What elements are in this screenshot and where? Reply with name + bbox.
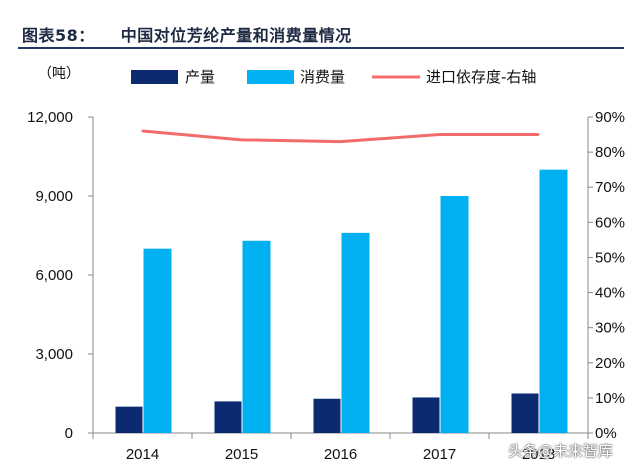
y-unit-label: （吨）: [38, 66, 80, 82]
legend-label-consumption: 消费量: [300, 68, 345, 86]
legend-swatch-production: [131, 70, 178, 84]
consumption-bar: [242, 240, 271, 433]
watermark: 头条@未来智库: [508, 442, 614, 460]
y2-tick-label: 30%: [595, 320, 625, 337]
x-tick-label: 2016: [324, 446, 357, 463]
import-ratio-point: [438, 133, 441, 136]
x-tick-label: 2015: [225, 446, 258, 463]
x-tick-label: 2014: [126, 446, 159, 463]
y2-tick-label: 70%: [595, 179, 625, 196]
consumption-bar: [143, 248, 172, 433]
consumption-bar: [440, 196, 469, 433]
chart-bars: [115, 169, 568, 433]
y-tick-label: 0: [65, 425, 73, 442]
production-bar: [313, 398, 341, 433]
y2-tick-label: 10%: [595, 390, 625, 407]
y2-tick-label: 20%: [595, 355, 625, 372]
legend-label-production: 产量: [185, 68, 215, 86]
production-bar: [115, 406, 143, 433]
y2-tick-label: 80%: [595, 144, 625, 161]
y-tick-label: 12,000: [27, 109, 73, 126]
figure-title-text: 中国对位芳纶产量和消费量情况: [120, 26, 352, 45]
consumption-bar: [539, 169, 568, 433]
y-tick-label: 9,000: [35, 188, 73, 205]
consumption-bar: [341, 232, 370, 433]
legend-swatch-consumption: [247, 70, 294, 84]
y-tick-label: 3,000: [35, 346, 73, 363]
chart-legend: 产量 消费量 进口依存度-右轴: [131, 68, 536, 86]
chart-lines: [141, 129, 540, 144]
y2-tick-label: 60%: [595, 214, 625, 231]
production-bar: [214, 401, 242, 433]
import-ratio-point: [339, 140, 342, 143]
figure-header: 图表58： 中国对位芳纶产量和消费量情况: [0, 0, 640, 54]
import-ratio-point: [141, 129, 144, 133]
import-ratio-line: [142, 129, 539, 144]
y2-tick-label: 0%: [595, 425, 617, 442]
chart-axes: 0 3,000 6,000 9,000 12,000 0% 10% 20% 30% 40% 50% 6…: [27, 66, 625, 463]
y2-tick-label: 50%: [595, 249, 625, 266]
figure-title: 图表58： 中国对位芳纶产量和消费量情况: [22, 22, 352, 46]
figure-label: 图表58：: [22, 26, 95, 45]
y2-tick-label: 90%: [595, 109, 625, 126]
legend-label-import-ratio: 进口依存度-右轴: [426, 68, 536, 86]
x-tick-label: 2018: [522, 446, 555, 463]
import-ratio-point: [240, 138, 243, 142]
title-rule: [18, 47, 624, 49]
production-bar: [412, 397, 440, 433]
import-ratio-point: [537, 133, 540, 136]
y-tick-label: 6,000: [35, 267, 73, 284]
y2-tick-label: 40%: [595, 285, 625, 302]
production-bar: [511, 393, 539, 433]
x-tick-label: 2017: [423, 446, 456, 463]
